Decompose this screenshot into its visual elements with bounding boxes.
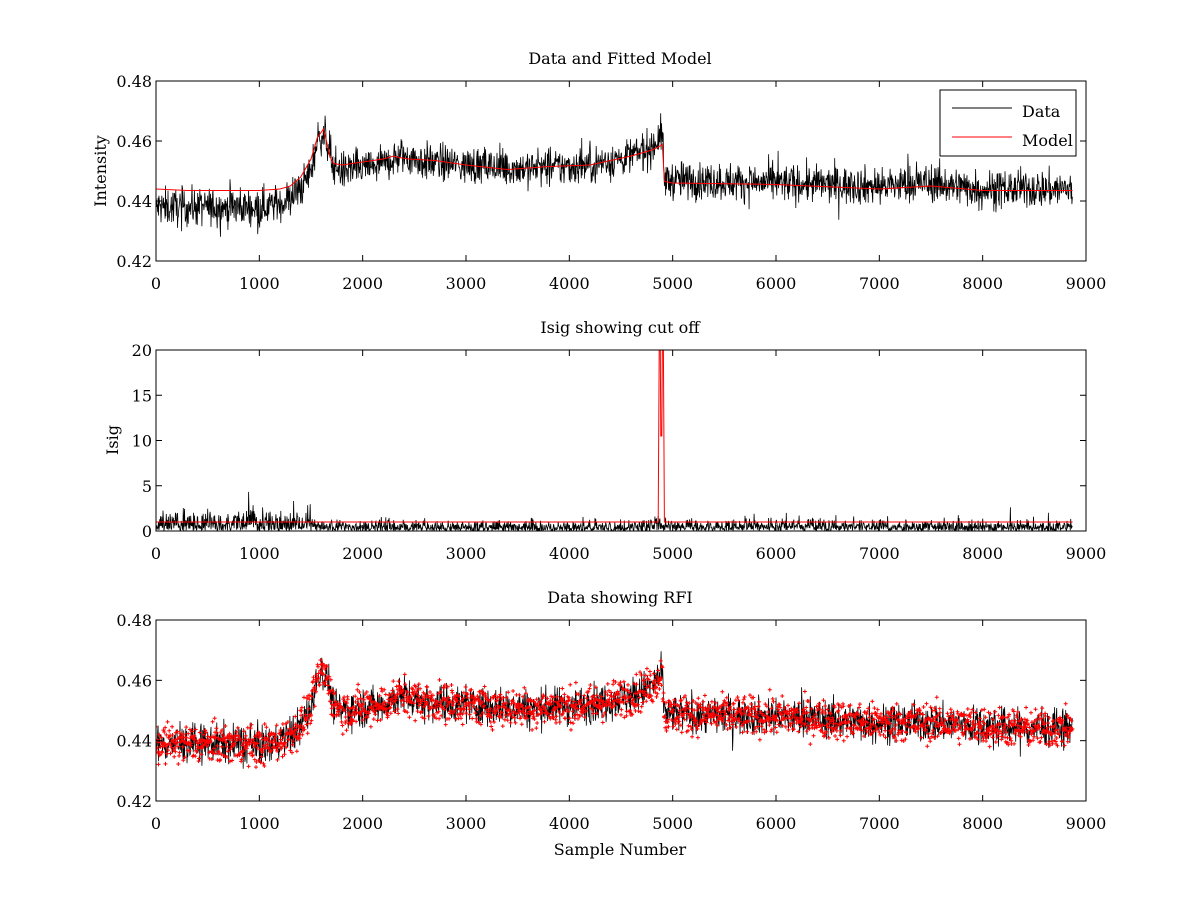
panel-2-title: Isig showing cut off <box>540 318 701 337</box>
plot-frame <box>155 80 1087 262</box>
y-tick-label: 0.42 <box>116 792 152 811</box>
x-tick-label: 7000 <box>859 544 900 563</box>
x-tick-label: 4000 <box>549 274 590 293</box>
x-tick-label: 5000 <box>652 274 693 293</box>
x-tick-label: 8000 <box>962 814 1003 833</box>
panel-2: Isig showing cut off Isig 0 1000 2000 3000 4… <box>103 318 1106 563</box>
y-tick-label: 0.46 <box>116 132 152 151</box>
panel-2-plot: 0 1000 2000 3000 4000 5000 6000 7000 8000 9000 0 5 1… <box>132 341 1107 563</box>
panel-1-ylabel: Intensity <box>91 135 110 207</box>
panel-1-title: Data and Fitted Model <box>528 49 711 68</box>
panel-3: Data showing RFI Sample Number 0 1000 2000… <box>116 588 1106 859</box>
x-tick-label: 1000 <box>239 814 280 833</box>
y-tick-label: 20 <box>132 341 152 360</box>
y-tick-label: 0.44 <box>116 192 152 211</box>
legend-label-model: Model <box>1022 131 1073 150</box>
x-tick-label: 5000 <box>652 544 693 563</box>
x-tick-label: 6000 <box>756 814 797 833</box>
series-line-model <box>156 127 1073 191</box>
y-tick-label: 5 <box>142 477 152 496</box>
series-group <box>156 350 1073 531</box>
x-tick-label: 6000 <box>756 544 797 563</box>
x-tick-label: 7000 <box>859 274 900 293</box>
x-tick-label: 1000 <box>239 274 280 293</box>
x-tick-label: 3000 <box>446 814 487 833</box>
panel-2-ylabel: Isig <box>103 425 122 455</box>
series-group <box>156 113 1073 237</box>
series-line-series-0 <box>156 491 1073 531</box>
y-tick-label: 0.44 <box>116 732 152 751</box>
y-tick-label: 0.42 <box>116 252 152 271</box>
x-tick-label: 4000 <box>549 544 590 563</box>
x-tick-label: 9000 <box>1066 814 1107 833</box>
panel-3-title: Data showing RFI <box>547 588 692 607</box>
series-line-series-1 <box>156 350 1073 523</box>
x-tick-label: 8000 <box>962 544 1003 563</box>
series-markers <box>156 658 1075 770</box>
x-tick-label: 2000 <box>342 544 383 563</box>
x-tick-label: 1000 <box>239 544 280 563</box>
y-tick-label: 10 <box>132 432 152 451</box>
x-tick-label: 9000 <box>1066 274 1107 293</box>
x-tick-label: 5000 <box>652 814 693 833</box>
y-tick-label: 15 <box>132 386 152 405</box>
x-tick-label: 0 <box>151 814 161 833</box>
x-tick-label: 0 <box>151 544 161 563</box>
legend: Data Model <box>939 89 1077 157</box>
x-tick-label: 3000 <box>446 274 487 293</box>
x-tick-label: 7000 <box>859 814 900 833</box>
series-line-data <box>156 113 1073 237</box>
y-tick-label: 0.46 <box>116 671 152 690</box>
x-tick-label: 8000 <box>962 274 1003 293</box>
series-group <box>156 651 1075 770</box>
x-tick-label: 3000 <box>446 544 487 563</box>
legend-label-data: Data <box>1022 102 1061 121</box>
y-tick-label: 0 <box>142 522 152 541</box>
panel-1-plot: 0 1000 2000 3000 4000 5000 6000 7000 8000 9000 0.4… <box>116 72 1106 293</box>
panel-1: Data and Fitted Model Intensity 0 1000 200… <box>91 49 1106 293</box>
y-tick-label: 0.48 <box>116 72 152 91</box>
x-tick-label: 2000 <box>342 814 383 833</box>
x-tick-label: 0 <box>151 274 161 293</box>
x-tick-label: 6000 <box>756 274 797 293</box>
y-tick-label: 0.48 <box>116 611 152 630</box>
panel-3-plot: 0 1000 2000 3000 4000 5000 6000 7000 8000 9000 0.4… <box>116 611 1106 833</box>
plot-frame <box>155 619 1087 802</box>
legend-box <box>939 89 1077 157</box>
x-tick-label: 2000 <box>342 274 383 293</box>
x-tick-label: 4000 <box>549 814 590 833</box>
panel-3-xlabel: Sample Number <box>554 840 687 859</box>
x-tick-label: 9000 <box>1066 544 1107 563</box>
